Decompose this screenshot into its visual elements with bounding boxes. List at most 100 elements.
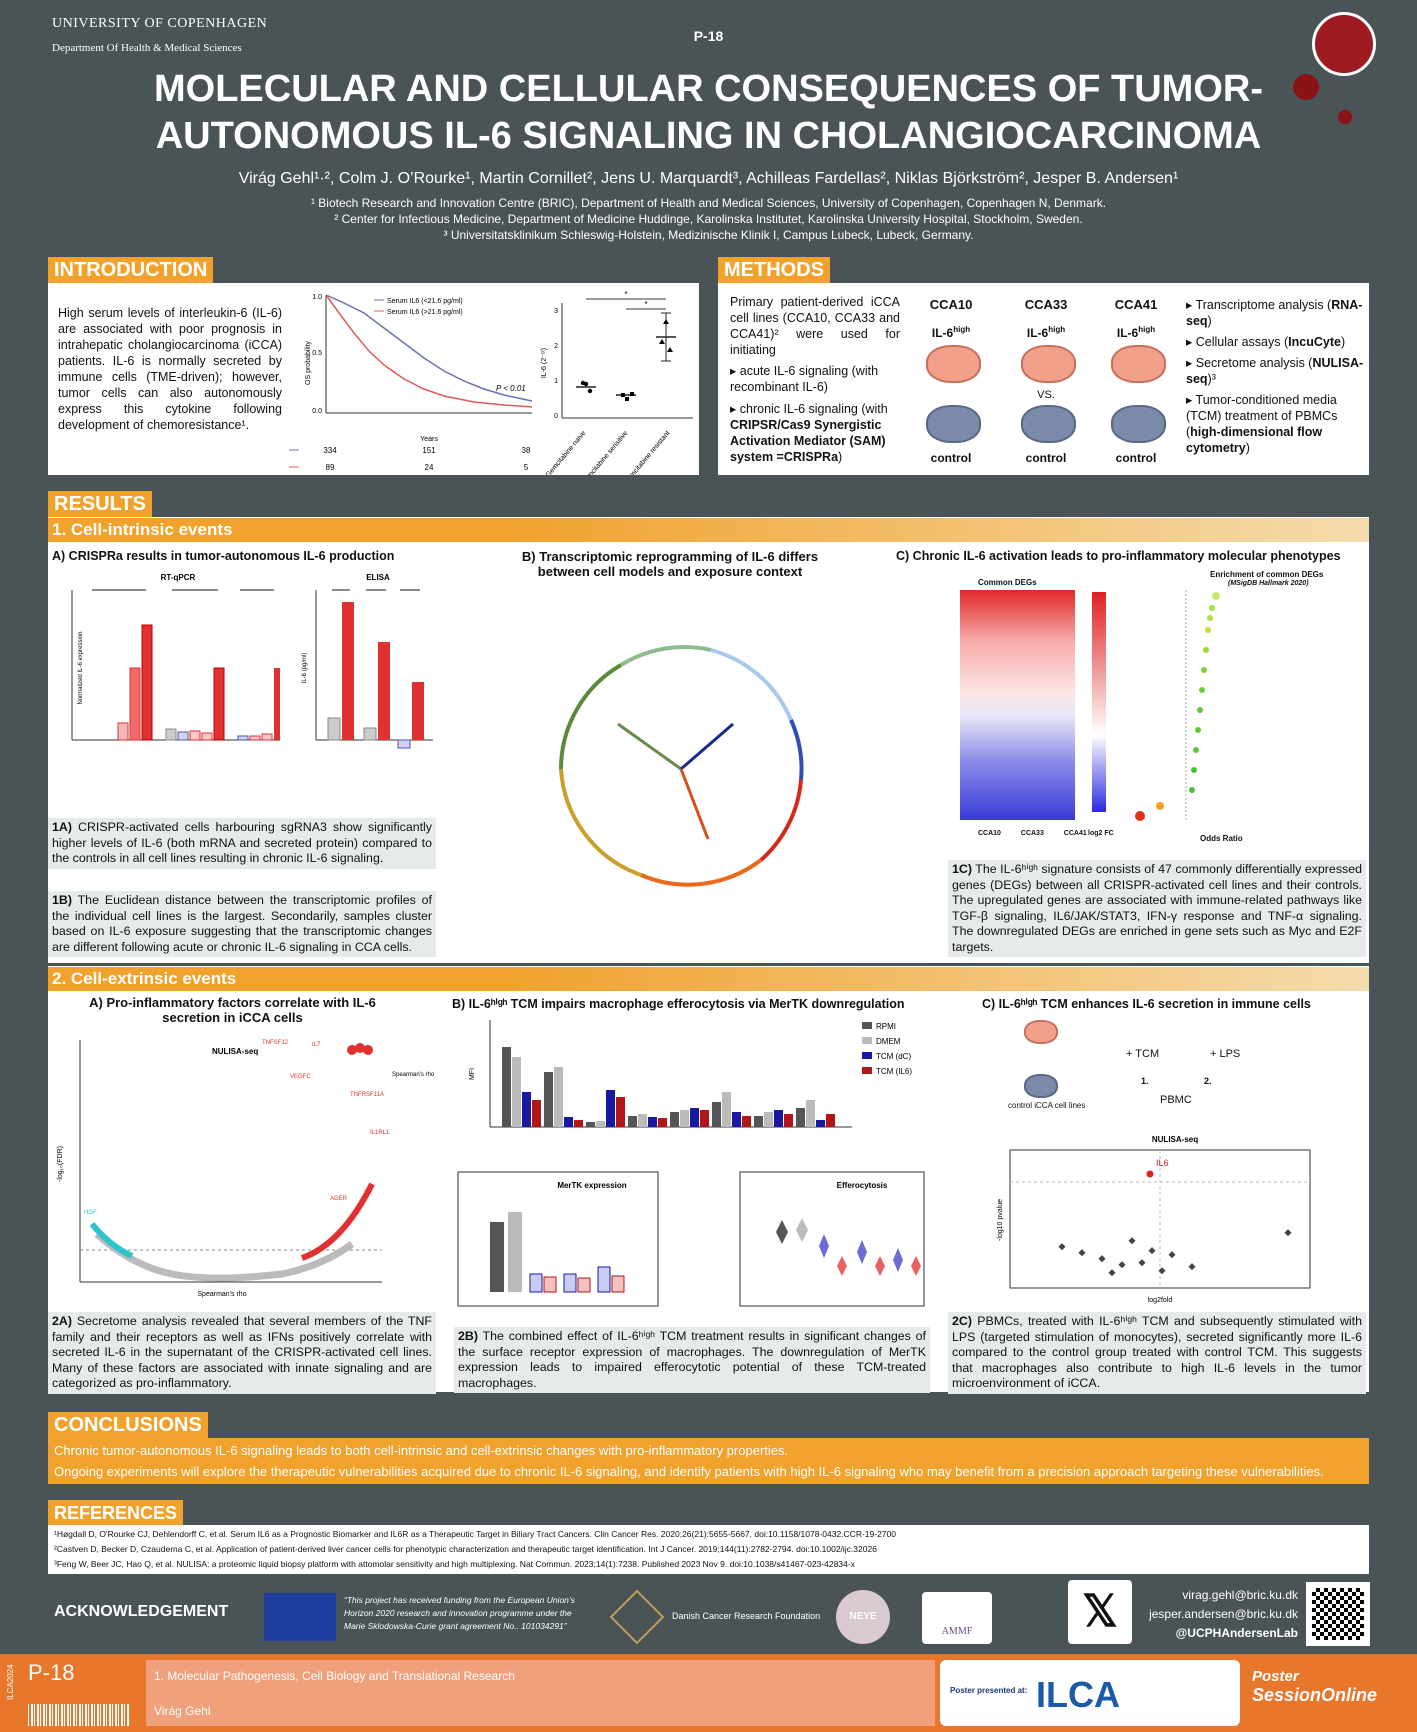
svg-text:Spearman's rho: Spearman's rho: [197, 1291, 246, 1298]
svg-text:RT-qPCR: RT-qPCR: [161, 573, 196, 582]
il6-point: [1146, 1170, 1154, 1178]
eu-flag-logo: [264, 1593, 336, 1641]
email-gehl[interactable]: virag.gehl@bric.ku.dk: [1182, 1588, 1298, 1602]
km-xlabel: Years: [420, 436, 438, 443]
ilca-presented-box: Poster presented at: ILCA: [940, 1660, 1240, 1726]
svg-text:24: 24: [425, 463, 434, 472]
cell-line-schematic: CCA10 CCA33 CCA41 IL-6high IL-6high IL-6…: [906, 283, 1186, 475]
neye-logo: NEYE: [836, 1590, 890, 1644]
methods-bullet-chronic: ▸ chronic IL-6 signaling (with CRIPSR/Ca…: [730, 402, 888, 464]
svg-text:1: 1: [554, 378, 558, 385]
svg-text:IL1RL1: IL1RL1: [370, 1130, 390, 1136]
circular-dendrogram: [558, 644, 804, 887]
footer-topic-box: 1. Molecular Pathogenesis, Cell Biology …: [146, 1660, 935, 1726]
affiliation-2: ² Center for Infectious Medicine, Depart…: [334, 212, 1083, 226]
panel-1b-title: B) Transcriptomic reprogramming of IL-6 …: [521, 549, 819, 579]
km-curve-high: [325, 294, 533, 408]
cell-control-icon: [926, 405, 981, 443]
decor-dot-small: [1338, 110, 1352, 124]
cluster-cca33-a: [559, 768, 642, 877]
cell-high-icon: [1111, 345, 1166, 383]
heatmap-xlabels: CCA10 CCA33 CCA41: [978, 830, 1087, 837]
note-1a: 1A) CRISPR-activated cells harbouring sg…: [48, 818, 436, 869]
footer-code: P-18: [28, 1660, 75, 1685]
results-heading: RESULTS: [48, 491, 152, 517]
panel-2a-title: A) Pro-inflammatory factors correlate wi…: [89, 995, 376, 1025]
reference-1: ¹Høgdall D, O'Rourke CJ, Dehlendorff C, …: [54, 1529, 896, 1539]
author-list: Virág Gehl¹·², Colm J. O’Rourke¹, Martin…: [238, 170, 1179, 187]
svg-text:-log₁₀(FDR): -log₁₀(FDR): [57, 1146, 64, 1182]
poster-title: MOLECULAR AND CELLULAR CONSEQUENCES OF T…: [154, 68, 1263, 157]
eu-funding-text: “This project has received funding from …: [344, 1595, 575, 1631]
svg-text:2: 2: [554, 343, 558, 350]
panel-2b-title: B) IL-6ʰⁱᵍʰ TCM impairs macrophage effer…: [452, 997, 905, 1011]
svg-text:*: *: [624, 290, 627, 299]
cluster-cca10-b: [759, 779, 803, 862]
panel-1a-title: A) CRISPRa results in tumor-autonomous I…: [52, 549, 395, 563]
panel-2c-title: C) IL-6ʰⁱᵍʰ TCM enhances IL-6 secretion …: [982, 997, 1311, 1011]
svg-text:Gemcitabine naive: Gemcitabine naive: [545, 430, 588, 475]
dot-group-sensitive: [616, 392, 636, 401]
x-social-icon[interactable]: 𝕏: [1068, 1580, 1132, 1644]
volcano-spearman: NULISA-seq HGF IL7 TNFSF12 VEGFC TNFRSF11A…: [57, 1040, 435, 1298]
cell-control-icon: [1111, 405, 1166, 443]
svg-text:Spearman's rho: Spearman's rho: [392, 1072, 435, 1078]
cell-high-icon: [1021, 345, 1076, 383]
svg-text:TNFRSF11A: TNFRSF11A: [350, 1092, 384, 1098]
footer-side-label: ILCA2024: [6, 1664, 15, 1700]
svg-text:MFI: MFI: [469, 1068, 476, 1080]
volcano-il6: NULISA-seq IL6 log2fold -log10 pvalue: [997, 1135, 1311, 1304]
social-handle[interactable]: @UCPHAndersenLab: [1175, 1626, 1298, 1640]
ilca-logo: ILCA: [1036, 1674, 1120, 1715]
svg-text:3: 3: [554, 308, 558, 315]
svg-text:TCM (dC): TCM (dC): [876, 1052, 911, 1061]
km-curve-low: [325, 294, 533, 402]
dcrf-logo: [609, 1589, 665, 1645]
km-legend-high: Serum IL6 (>21.6 pg/ml): [387, 309, 463, 316]
step-1: 1.: [1141, 1076, 1149, 1086]
svg-text:HGF: HGF: [84, 1210, 97, 1216]
conclusions-box: Chronic tumor-autonomous IL-6 signaling …: [48, 1438, 1369, 1484]
deg-heatmap: [960, 590, 1075, 820]
contact-block: virag.gehl@bric.ku.dk jesper.andersen@br…: [1142, 1586, 1298, 1643]
svg-text:*: *: [644, 300, 647, 309]
introduction-panel: High serum levels of interleukin-6 (IL-6…: [48, 283, 699, 475]
poster-session-online-logo: Poster SessionOnline: [1252, 1668, 1378, 1705]
note-1b: 1B) The Euclidean distance between the t…: [48, 891, 436, 957]
cell-control-icon: [1021, 405, 1076, 443]
crispra-bar-charts: RT-qPCR ELISA Normalized IL-6 expression…: [71, 573, 433, 749]
km-ytick: 0.0: [312, 408, 322, 415]
barcode: [28, 1704, 130, 1726]
macrophage-marker-chart: MFI RPMI DMEM TCM (dC) TCM (IL6) MerTK e…: [457, 1020, 925, 1307]
svg-text:IL-6 (pg/ml): IL-6 (pg/ml): [302, 653, 308, 684]
svg-text:TNFSF12: TNFSF12: [262, 1040, 289, 1046]
decor-dot: [1293, 74, 1319, 100]
methods-panel: Primary patient-derived iCCA cell lines …: [718, 283, 1369, 475]
svg-text:0: 0: [554, 413, 558, 420]
km-ylabel: OS probability: [305, 341, 312, 385]
svg-text:NULISA-seq: NULISA-seq: [1152, 1135, 1198, 1144]
step-2: 2.: [1204, 1076, 1212, 1086]
svg-text:89: 89: [326, 463, 335, 472]
svg-text:log2fold: log2fold: [1148, 1297, 1173, 1304]
cluster-cca41-b: [789, 719, 804, 781]
lps-step: + LPS: [1210, 1048, 1241, 1060]
enrichment-title: Enrichment of common DEGs: [1210, 570, 1324, 579]
note-2b: 2B) The combined effect of IL-6ʰⁱᵍʰ TCM …: [454, 1327, 930, 1393]
introduction-heading: INTRODUCTION: [48, 257, 214, 283]
cell-control-icon: [1024, 1074, 1058, 1098]
references-box: ¹Høgdall D, O'Rourke CJ, Dehlendorff C, …: [48, 1525, 1369, 1574]
svg-text:RPMI: RPMI: [876, 1022, 896, 1031]
svg-text:5: 5: [524, 463, 529, 472]
svg-text:Gemcitabine resistant: Gemcitabine resistant: [623, 430, 672, 475]
pbmc-label: PBMC: [1160, 1094, 1192, 1106]
cell-high-icon: [1024, 1020, 1058, 1044]
svg-text:334: 334: [323, 446, 337, 455]
km-legend-low: Serum IL6 (<21.6 pg/ml): [387, 298, 463, 305]
email-andersen[interactable]: jesper.andersen@bric.ku.dk: [1149, 1607, 1298, 1621]
panel-1c-title: C) Chronic IL-6 activation leads to pro-…: [896, 549, 1341, 563]
qr-code[interactable]: [1306, 1582, 1370, 1646]
colorbar-label: log2 FC: [1088, 830, 1114, 837]
conclusion-line-1: Chronic tumor-autonomous IL-6 signaling …: [54, 1443, 789, 1458]
svg-text:AGER: AGER: [330, 1196, 348, 1202]
